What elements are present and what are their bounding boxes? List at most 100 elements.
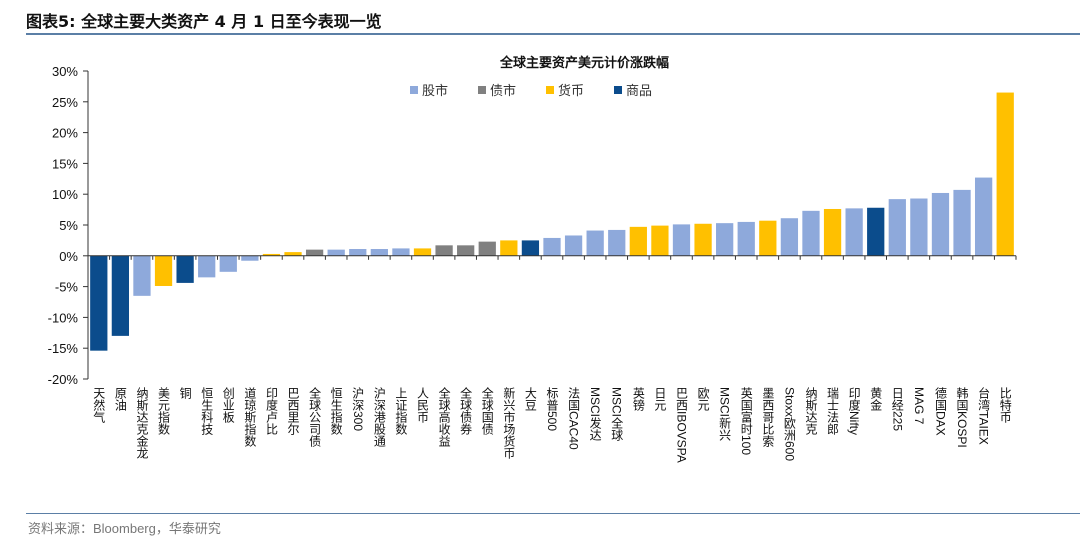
- x-tick-label: 创业板: [221, 387, 236, 423]
- y-tick-label: 20%: [52, 126, 78, 141]
- legend-item-stock: 股市: [410, 80, 448, 99]
- bar: [694, 223, 712, 256]
- x-tick-label: 标普500: [545, 387, 559, 432]
- x-tick-label: 纳斯达克金龙: [134, 387, 149, 459]
- x-tick-label: 上证指数: [393, 387, 408, 435]
- x-tick-label: 法国CAC40: [566, 387, 581, 450]
- x-tick-label: 英镑: [631, 387, 646, 411]
- bar: [392, 248, 410, 256]
- bar: [737, 221, 755, 256]
- x-tick-label: 韩国KOSPI: [955, 387, 970, 448]
- bar: [888, 199, 906, 256]
- x-tick-label: 大豆: [523, 387, 538, 411]
- x-tick-label: 新兴市场货币: [501, 387, 516, 459]
- x-tick-label: 印度卢比: [264, 387, 279, 435]
- bar: [953, 189, 971, 256]
- x-tick-label: 全球债券: [458, 387, 473, 435]
- divider: [26, 33, 1080, 35]
- legend-swatch: [546, 85, 555, 94]
- x-tick-label: Stoxx欧洲600: [782, 387, 797, 462]
- divider: [26, 513, 1080, 514]
- bar: [262, 253, 281, 256]
- bar: [154, 255, 173, 286]
- x-tick-label: 欧元: [696, 387, 711, 411]
- bar: [370, 249, 388, 256]
- x-tick-label: 全球高收益: [437, 387, 452, 447]
- chart-title: 全球主要资产美元计价涨跌幅: [500, 56, 670, 71]
- bar: [823, 208, 842, 256]
- x-tick-label: 墨西哥比索: [760, 387, 775, 447]
- x-tick-label: 比特币: [998, 387, 1013, 423]
- bar: [543, 237, 561, 256]
- legend-label: 货币: [558, 84, 585, 99]
- bar: [759, 220, 777, 256]
- x-tick-label: 台湾TAIEX: [976, 387, 991, 445]
- bar: [521, 240, 540, 256]
- bar: [564, 235, 583, 256]
- bar: [457, 245, 475, 256]
- x-tick-label: 全球国债: [480, 387, 495, 435]
- bar: [651, 225, 669, 256]
- bar: [435, 245, 453, 256]
- legend-swatch: [410, 85, 418, 94]
- bar: [716, 223, 734, 256]
- x-tick-label: 巴西里尔: [286, 387, 301, 435]
- legend-item-fx: 货币: [546, 80, 584, 99]
- legend-item-commodity: 商品: [614, 80, 652, 99]
- bar: [672, 224, 691, 256]
- bar: [111, 255, 130, 336]
- y-tick-label: 0%: [59, 249, 78, 264]
- bar: [802, 210, 820, 256]
- legend-swatch: [478, 85, 487, 94]
- x-tick-label: 德国DAX: [933, 387, 948, 436]
- y-tick-label: -20%: [48, 372, 79, 387]
- x-tick-label: 铜: [178, 387, 193, 399]
- figure-title: 图表5: 全球主要大类资产 4 月 1 日至今表现一览: [26, 12, 382, 31]
- y-tick-label: -5%: [55, 280, 79, 295]
- x-tick-label: 日元: [652, 387, 667, 411]
- x-tick-label: MSCI全球: [609, 387, 624, 441]
- bar: [996, 92, 1014, 256]
- x-tick-label: 巴西IBOVSPA: [674, 387, 689, 463]
- x-tick-label: 道琼斯指数: [242, 387, 257, 447]
- bar: [90, 255, 108, 351]
- legend-label: 债市: [490, 84, 517, 99]
- bar: [845, 208, 863, 256]
- legend: 股市 债市 货币 商品: [410, 80, 652, 99]
- bar: [198, 255, 216, 278]
- bar: [974, 177, 993, 256]
- y-tick-label: 10%: [52, 187, 78, 202]
- bar: [349, 249, 367, 256]
- bar: [931, 192, 950, 256]
- x-tick-label: 恒生科技: [199, 387, 214, 435]
- x-tick-label: 恒生指数: [329, 387, 344, 435]
- x-tick-label: 全球公司债: [307, 387, 322, 447]
- x-tick-label: 英国富时100: [739, 387, 754, 456]
- source-note: 资料来源：Bloomberg，华泰研究: [28, 521, 221, 536]
- x-tick-label: 天然气: [91, 387, 106, 423]
- x-tick-label: 人民币: [415, 387, 430, 423]
- bar: [133, 255, 151, 296]
- bar: [219, 255, 237, 272]
- x-tick-label: 瑞士法郎: [825, 387, 840, 435]
- x-tick-label: 黄金: [868, 387, 883, 411]
- bar: [608, 229, 626, 256]
- bar: [478, 241, 496, 256]
- x-tick-label: MAG 7: [911, 387, 926, 425]
- x-tick-label: MSCI发达: [588, 387, 603, 441]
- x-tick-label: 美元指数: [156, 387, 171, 435]
- bar: [586, 230, 604, 256]
- bar: [867, 207, 885, 256]
- bar: [500, 240, 518, 256]
- x-tick-label: 纳斯达克: [803, 387, 818, 435]
- legend-label: 股市: [422, 84, 449, 99]
- bar: [327, 249, 345, 256]
- bar: [780, 218, 799, 256]
- x-tick-label: 印度Nifty: [847, 387, 862, 435]
- legend-label: 商品: [626, 84, 653, 99]
- legend-item-bond: 债市: [478, 80, 516, 99]
- legend-swatch: [614, 85, 623, 94]
- y-tick-label: 25%: [52, 95, 78, 110]
- x-tick-label: 沪深港股通: [372, 387, 387, 447]
